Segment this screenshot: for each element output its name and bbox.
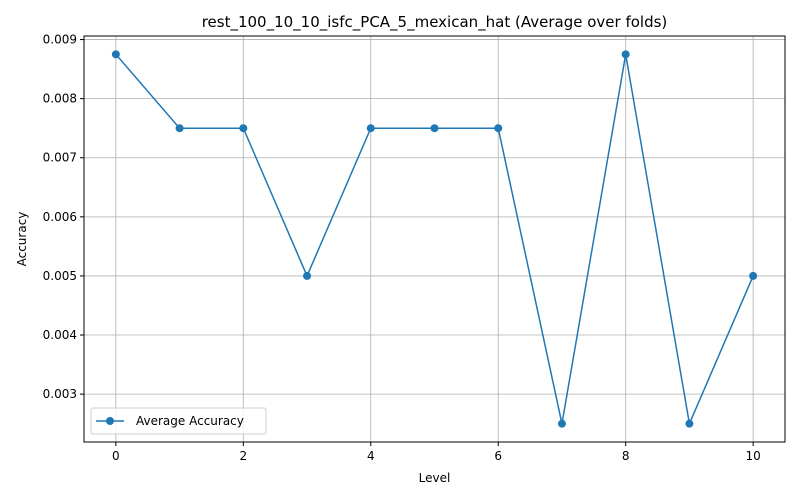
y-tick-label: 0.006 xyxy=(43,210,77,224)
legend-entry-label: Average Accuracy xyxy=(136,414,244,428)
x-tick-label: 8 xyxy=(622,449,630,463)
y-tick-label: 0.004 xyxy=(43,328,77,342)
legend-marker-swatch xyxy=(106,417,114,425)
legend-box xyxy=(90,407,267,435)
x-tick-label: 10 xyxy=(745,449,760,463)
data-point xyxy=(494,124,503,133)
plot-frame xyxy=(83,35,786,443)
legend: Average Accuracy xyxy=(90,407,267,435)
x-axis-label: Level xyxy=(419,471,451,485)
chart-title: rest_100_10_10_isfc_PCA_5_mexican_hat (A… xyxy=(202,13,668,32)
data-point xyxy=(685,419,694,428)
x-tick-label: 0 xyxy=(112,449,120,463)
data-point xyxy=(175,124,184,133)
y-tick-label: 0.005 xyxy=(43,269,77,283)
x-tick-label: 4 xyxy=(367,449,375,463)
y-tick-label: 0.009 xyxy=(43,33,77,47)
data-point xyxy=(430,124,439,133)
y-tick-label: 0.007 xyxy=(43,151,77,165)
data-point xyxy=(303,271,312,280)
data-point xyxy=(111,50,120,59)
ticks: 0 2 4 6 8 10 0.003 0.004 0.005 0.006 0.007 0.008 0.0… xyxy=(43,33,761,463)
y-tick-label: 0.008 xyxy=(43,92,77,106)
y-tick-label: 0.003 xyxy=(43,387,77,401)
y-axis-label: Accuracy xyxy=(15,212,29,267)
data-point xyxy=(366,124,375,133)
data-point xyxy=(621,50,630,59)
x-tick-label: 2 xyxy=(239,449,247,463)
series-group xyxy=(111,50,758,428)
grid xyxy=(84,36,785,442)
data-point xyxy=(239,124,248,133)
data-point xyxy=(749,271,758,280)
data-point xyxy=(557,419,566,428)
x-tick-label: 6 xyxy=(494,449,502,463)
